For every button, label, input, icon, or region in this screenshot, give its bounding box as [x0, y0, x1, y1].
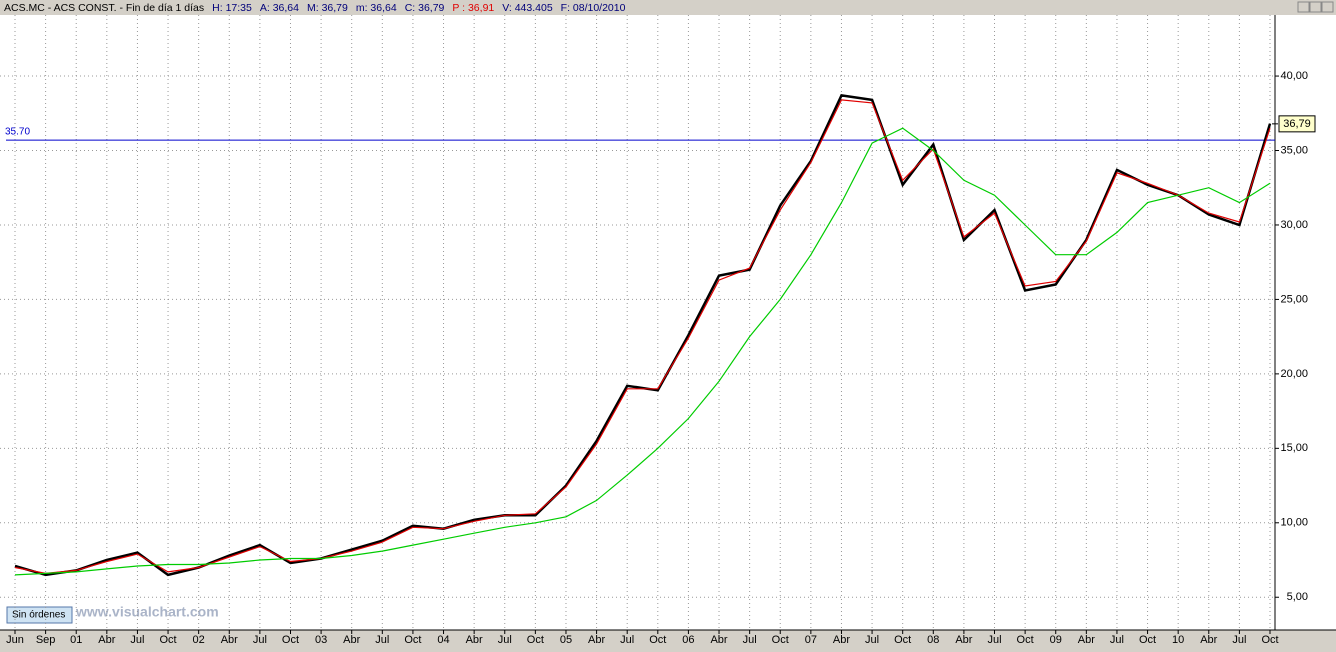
- x-tick-label: Jun: [6, 634, 24, 646]
- header-field: C: 36,79: [405, 2, 445, 14]
- x-tick-label: Oct: [527, 634, 544, 646]
- x-tick-label: Jul: [375, 634, 389, 646]
- series-line: [14, 127, 1271, 576]
- x-tick-label: Abr: [833, 634, 850, 646]
- header-title: ACS.MC - ACS CONST. - Fin de día 1 días: [4, 2, 204, 14]
- x-tick-label: Abr: [955, 634, 972, 646]
- x-tick-label: Abr: [343, 634, 360, 646]
- x-tick-label: Jul: [498, 634, 512, 646]
- y-tick-label: 10,00: [1280, 517, 1308, 529]
- header-field: F: 08/10/2010: [561, 2, 626, 14]
- maximize-button[interactable]: [1309, 1, 1322, 13]
- y-tick-label: 20,00: [1280, 368, 1308, 380]
- y-tick-label: 15,00: [1280, 442, 1308, 454]
- x-tick-label: Jul: [1232, 634, 1246, 646]
- x-tick-label: Oct: [282, 634, 299, 646]
- header-field: P : 36,91: [452, 2, 494, 14]
- x-tick-label: Abr: [710, 634, 727, 646]
- series-line: [14, 94, 1272, 577]
- x-tick-label: Abr: [466, 634, 483, 646]
- x-tick-label: Jul: [620, 634, 634, 646]
- watermark: www.visualchart.com: [75, 604, 219, 620]
- minimize-button[interactable]: [1297, 1, 1310, 13]
- x-tick-label: Abr: [1078, 634, 1095, 646]
- x-tick-label: Abr: [221, 634, 238, 646]
- header-field: V: 443.405: [502, 2, 553, 14]
- y-tick-label: 30,00: [1280, 219, 1308, 231]
- orders-button-label[interactable]: Sin órdenes: [12, 610, 65, 621]
- x-tick-label: 06: [682, 634, 694, 646]
- x-tick-label: Abr: [588, 634, 605, 646]
- header-field: A: 36,64: [260, 2, 299, 14]
- series-line: [14, 99, 1271, 575]
- y-tick-label: 35,00: [1280, 144, 1308, 156]
- level-label: 35.70: [5, 127, 30, 138]
- y-tick-label: 5,00: [1287, 591, 1308, 603]
- x-tick-label: Jul: [743, 634, 757, 646]
- x-tick-label: Abr: [1200, 634, 1217, 646]
- x-tick-label: 02: [193, 634, 205, 646]
- x-tick-label: 10: [1172, 634, 1184, 646]
- x-tick-label: Sep: [36, 634, 56, 646]
- x-tick-label: Oct: [159, 634, 176, 646]
- x-tick-label: Oct: [772, 634, 789, 646]
- x-tick-label: Oct: [1017, 634, 1034, 646]
- header-field: M: 36,79: [307, 2, 348, 14]
- x-tick-label: Oct: [1261, 634, 1278, 646]
- x-tick-label: 04: [437, 634, 449, 646]
- x-tick-label: 07: [805, 634, 817, 646]
- x-tick-label: 08: [927, 634, 939, 646]
- close-button[interactable]: [1321, 1, 1334, 13]
- header-field: m: 36,64: [356, 2, 397, 14]
- x-tick-label: Oct: [1139, 634, 1156, 646]
- x-tick-label: Oct: [404, 634, 421, 646]
- x-tick-label: 09: [1050, 634, 1062, 646]
- x-tick-label: Jul: [865, 634, 879, 646]
- last-value-label: 36,79: [1283, 118, 1311, 130]
- x-tick-label: Jul: [987, 634, 1001, 646]
- orders-button[interactable]: [6, 606, 73, 624]
- y-tick-label: 40,00: [1280, 70, 1308, 82]
- x-tick-label: 03: [315, 634, 327, 646]
- last-value-box: [1278, 115, 1316, 133]
- header-field: H: 17:35: [212, 2, 252, 14]
- x-tick-label: Jul: [1110, 634, 1124, 646]
- x-tick-label: Oct: [894, 634, 911, 646]
- x-tick-label: Abr: [98, 634, 115, 646]
- window-controls: [1297, 1, 1334, 13]
- x-tick-label: 05: [560, 634, 572, 646]
- y-tick-label: 25,00: [1280, 293, 1308, 305]
- x-tick-label: 01: [70, 634, 82, 646]
- x-tick-label: Oct: [649, 634, 666, 646]
- plot-background: [0, 15, 1336, 630]
- x-tick-label: Jul: [130, 634, 144, 646]
- header-bar: [0, 0, 1336, 15]
- x-tick-label: Jul: [253, 634, 267, 646]
